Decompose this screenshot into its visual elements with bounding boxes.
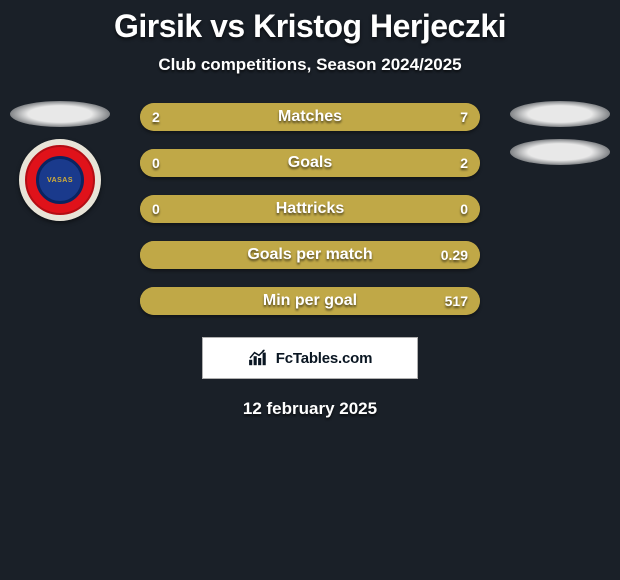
placeholder-ellipse: [510, 139, 610, 165]
stat-label: Goals per match: [247, 246, 372, 264]
stat-bars: 2 Matches 7 0 Goals 2 0 Hattricks 0 Goals per mat…: [140, 103, 480, 315]
stat-value-left: 2: [152, 109, 160, 125]
placeholder-ellipse: [510, 101, 610, 127]
player-left-badges: VASAS: [10, 101, 110, 221]
stat-label: Hattricks: [276, 200, 344, 218]
stat-label: Min per goal: [263, 292, 357, 310]
stat-value-right: 0: [460, 201, 468, 217]
comparison-infographic: Girsik vs Kristog Herjeczki Club competi…: [0, 0, 620, 580]
date-text: 12 february 2025: [243, 399, 377, 419]
stats-area: VASAS 2 Matches 7 0 Goals 2 0 Hattricks 0 Goals p…: [0, 103, 620, 315]
stat-row: 0 Hattricks 0: [140, 195, 480, 223]
chart-icon: [248, 349, 270, 367]
club-badge-left: VASAS: [19, 139, 101, 221]
stat-row: 0 Goals 2: [140, 149, 480, 177]
club-badge-inner: VASAS: [36, 156, 84, 204]
stat-value-right: 0.29: [441, 247, 468, 263]
branding-text: FcTables.com: [276, 350, 373, 367]
stat-value-right: 2: [460, 155, 468, 171]
placeholder-ellipse: [10, 101, 110, 127]
stat-value-left: 0: [152, 155, 160, 171]
stat-value-left: 0: [152, 201, 160, 217]
stat-row: Goals per match 0.29: [140, 241, 480, 269]
stat-row: 2 Matches 7: [140, 103, 480, 131]
stat-row: Min per goal 517: [140, 287, 480, 315]
branding-box: FcTables.com: [202, 337, 418, 379]
page-title: Girsik vs Kristog Herjeczki: [114, 8, 506, 45]
player-right-badges: [510, 101, 610, 165]
stat-value-right: 517: [445, 293, 468, 309]
stat-label: Goals: [288, 154, 332, 172]
subtitle: Club competitions, Season 2024/2025: [158, 55, 461, 75]
stat-value-right: 7: [460, 109, 468, 125]
stat-fill-right: [215, 103, 480, 131]
club-badge-text: VASAS: [47, 177, 73, 184]
stat-label: Matches: [278, 108, 342, 126]
